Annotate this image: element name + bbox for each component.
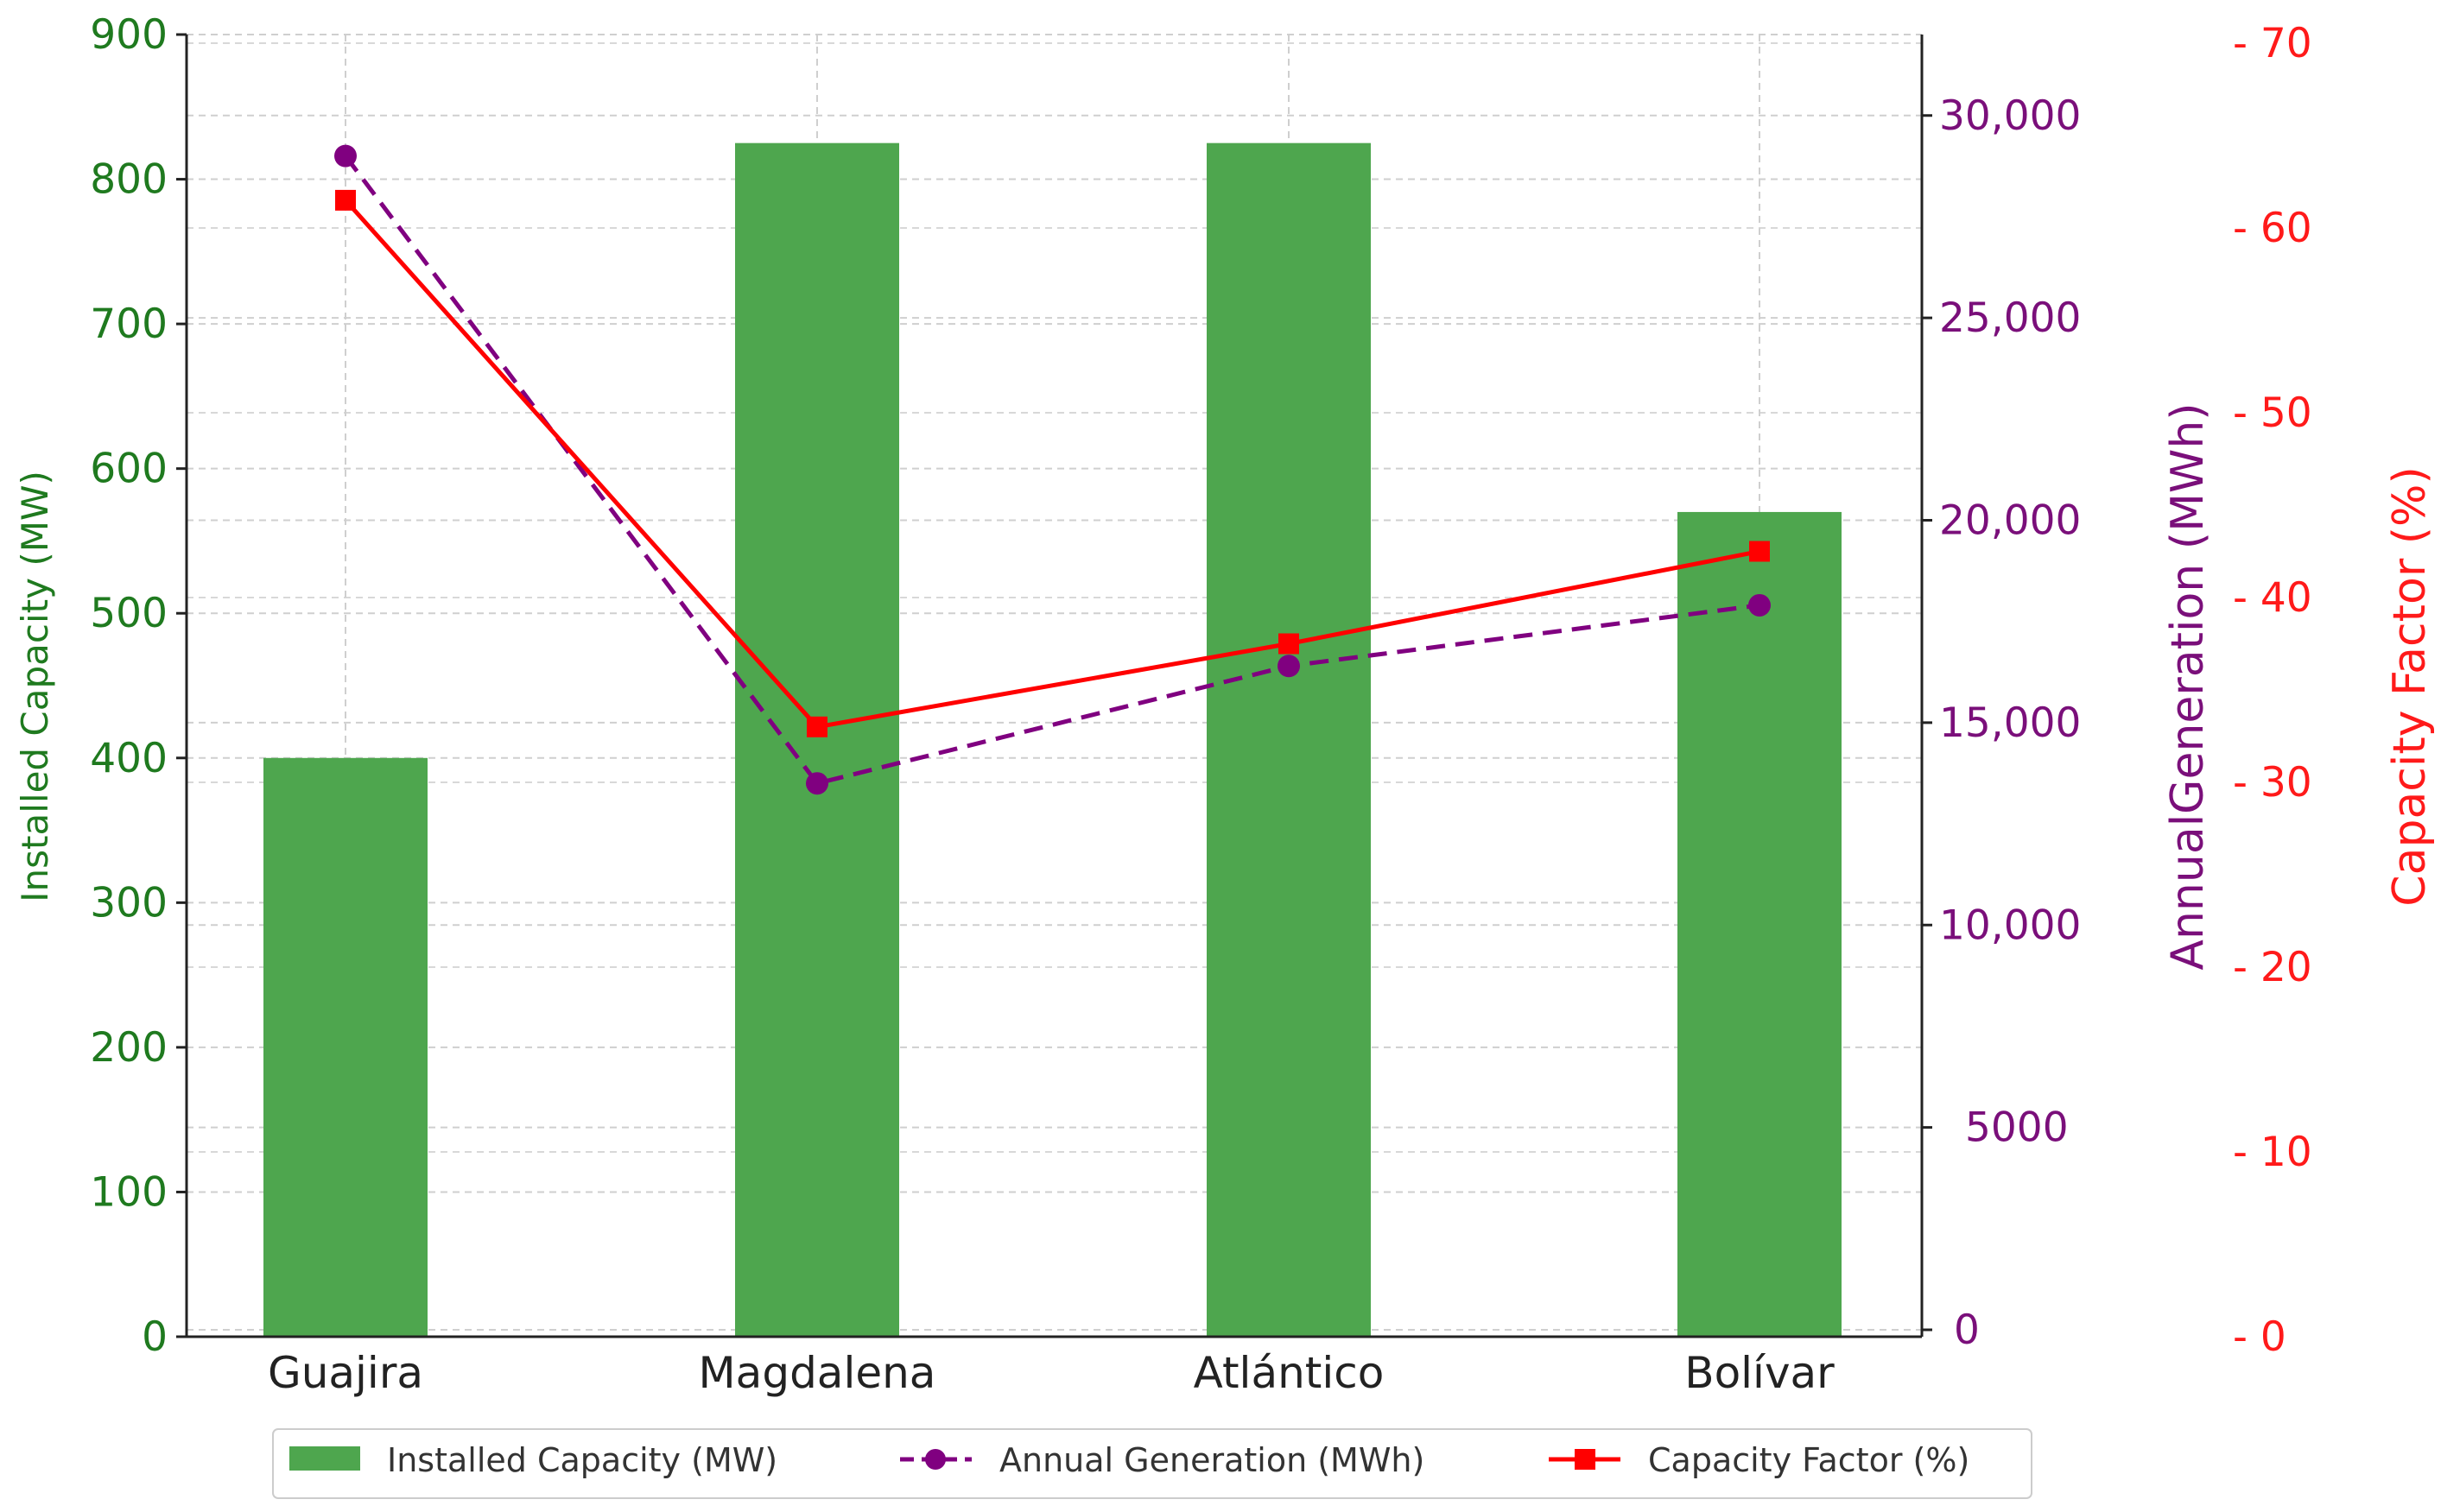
right-tick-label: - 70 <box>2233 20 2312 67</box>
legend: Installed Capacity (MW) Annual Generation… <box>272 1428 2032 1499</box>
bar-installed-capacity <box>1207 142 1371 1338</box>
bars <box>263 142 1842 1338</box>
middle-tick-label: 0 <box>1954 1306 1980 1354</box>
legend-label-capacity-factor: Capacity Factor (%) <box>1648 1441 1969 1479</box>
middle-tick-label: 10,000 <box>1939 902 2081 949</box>
bar-installed-capacity <box>263 757 428 1337</box>
left-tick-label: 300 <box>90 879 168 927</box>
point-annual-generation <box>334 144 357 168</box>
right-tick-label: - 60 <box>2233 205 2312 252</box>
left-tick-label: 800 <box>90 156 168 204</box>
x-category-label: Atlántico <box>1194 1348 1385 1398</box>
x-category-label: Magdalena <box>699 1348 936 1398</box>
point-annual-generation <box>1748 593 1771 617</box>
legend-box <box>272 1428 2032 1499</box>
point-annual-generation <box>806 772 828 795</box>
right-tick-label: - 40 <box>2233 574 2312 622</box>
axes <box>176 33 1932 1338</box>
point-capacity-factor <box>1278 633 1299 655</box>
right-tick-label: - 10 <box>2233 1129 2312 1176</box>
middle-tick-label: 15,000 <box>1939 699 2081 747</box>
left-tick-label: 600 <box>90 446 168 493</box>
left-tick-label: 900 <box>90 11 168 59</box>
left-tick-label: 200 <box>90 1024 168 1072</box>
left-tick-label: 400 <box>90 735 168 782</box>
right-tick-label: - 50 <box>2233 389 2312 437</box>
bar-installed-capacity <box>735 142 899 1338</box>
line-capacity-factor <box>344 199 1760 730</box>
axis-labels: 0 100 200 300 400 500 600 700 800 900 0 5000 10,000 1… <box>14 11 2436 1398</box>
middle-axis-title: AnnualGeneration (MWh) <box>2162 402 2214 970</box>
middle-tick-label: 20,000 <box>1939 497 2081 545</box>
right-tick-label: - 20 <box>2233 944 2312 991</box>
left-tick-label: 500 <box>90 590 168 637</box>
middle-tick-label: 30,000 <box>1939 92 2081 140</box>
right-tick-label: - 0 <box>2233 1313 2286 1361</box>
legend-label-annual-generation: Annual Generation (MWh) <box>999 1441 1424 1479</box>
right-tick-label: - 30 <box>2233 759 2312 807</box>
legend-label-installed-capacity: Installed Capacity (MW) <box>387 1441 777 1479</box>
right-axis-title: Capacity Factor (%) <box>2384 466 2436 906</box>
x-category-label: Guajira <box>268 1348 423 1398</box>
point-annual-generation <box>1278 655 1300 678</box>
point-capacity-factor <box>807 716 827 737</box>
line-annual-generation <box>344 155 1760 787</box>
legend-marker-capacity-factor <box>1575 1449 1595 1470</box>
series-lines <box>334 144 1771 795</box>
bar-installed-capacity <box>1677 511 1842 1337</box>
left-tick-label: 0 <box>142 1313 168 1361</box>
x-category-label: Bolívar <box>1684 1348 1835 1398</box>
legend-marker-annual-generation <box>925 1449 946 1470</box>
left-tick-label: 100 <box>90 1168 168 1216</box>
legend-swatch-installed-capacity <box>289 1446 360 1471</box>
left-axis-title: Installed Capacity (MW) <box>14 471 56 902</box>
left-tick-label: 700 <box>90 301 168 348</box>
point-capacity-factor <box>335 189 356 211</box>
middle-tick-label: 5000 <box>1965 1104 2069 1152</box>
middle-tick-label: 25,000 <box>1939 294 2081 342</box>
point-capacity-factor <box>1749 541 1770 562</box>
